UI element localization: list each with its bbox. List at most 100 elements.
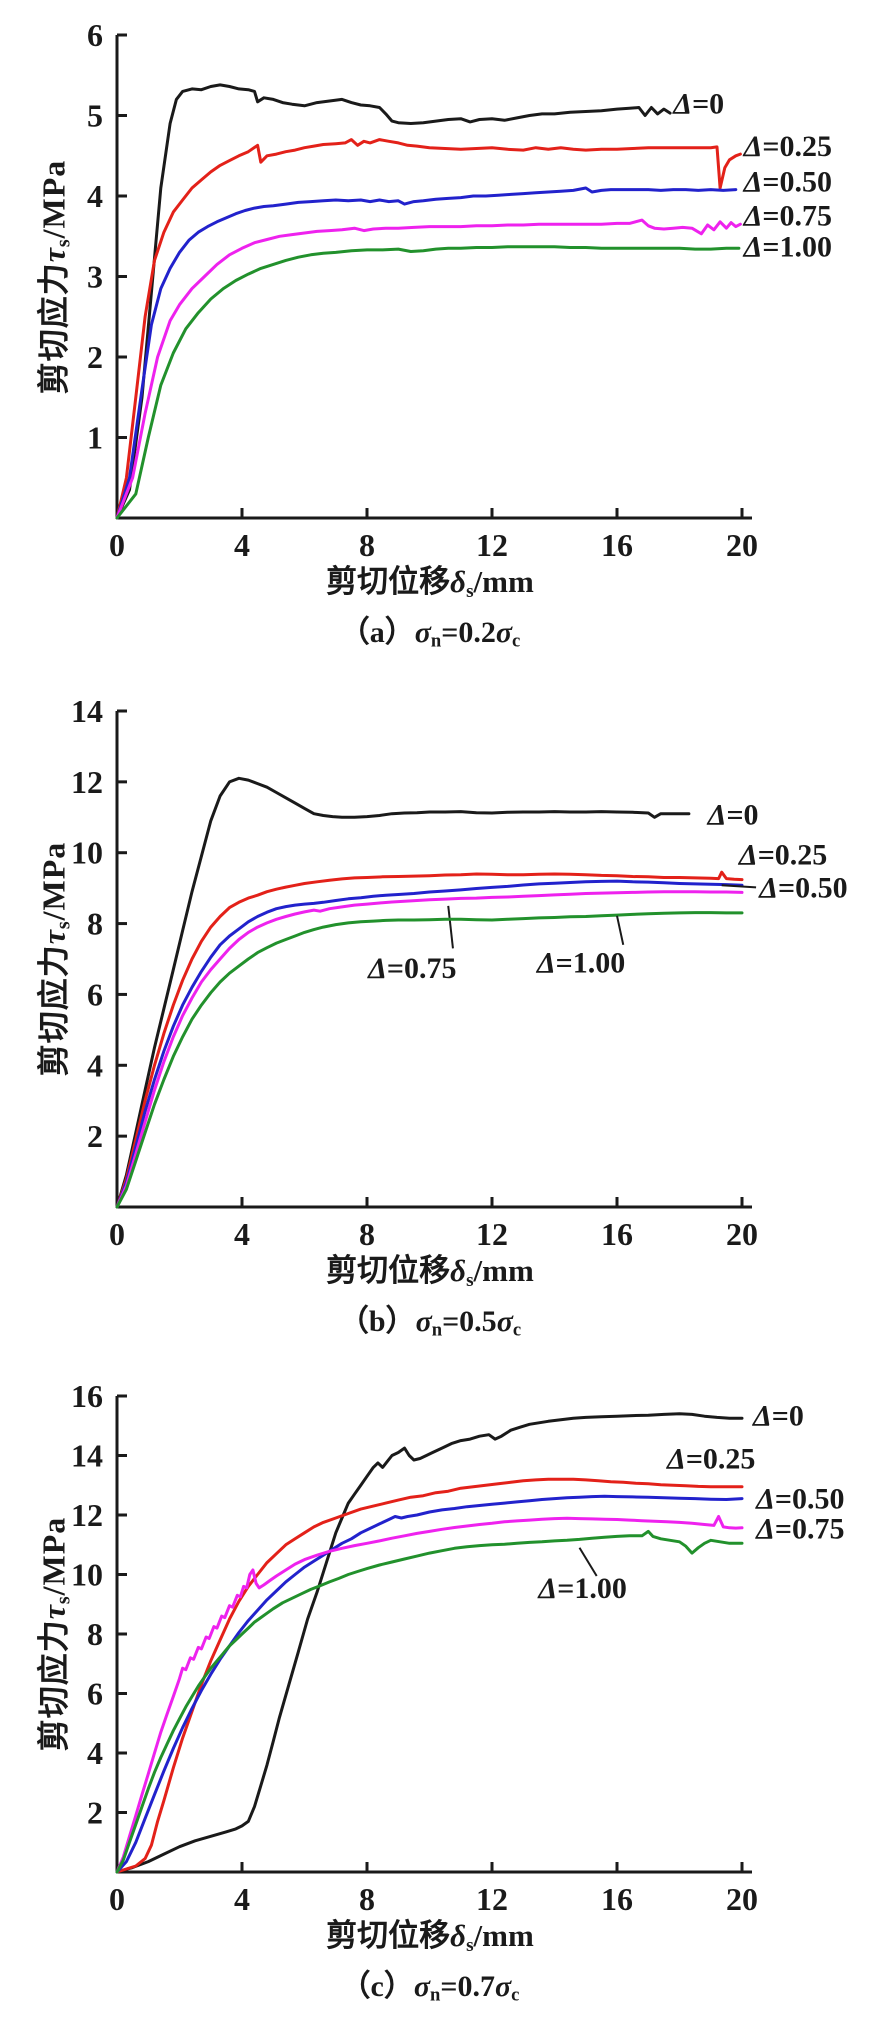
series-label-leader [447, 905, 454, 949]
series-line-025 [115, 870, 744, 1209]
x-tick-label: 16 [601, 1216, 633, 1252]
series-label: Δ=0.50 [758, 871, 847, 904]
series-label: Δ=1.00 [743, 231, 832, 264]
series-label-value: =0.50 [778, 871, 848, 904]
y-tick-label: 2 [87, 1795, 103, 1831]
y-tick-label: 1 [87, 420, 103, 456]
y-tick-label: 10 [71, 1557, 103, 1593]
delta-symbol: Δ [743, 166, 763, 199]
series-line-050 [115, 879, 744, 1209]
x-tick-label: 4 [234, 1881, 250, 1917]
series-label-value: =0.75 [387, 952, 457, 985]
series-label-value: =0.75 [762, 199, 832, 232]
delta-symbol: Δ [743, 231, 763, 264]
x-tick-label: 4 [234, 1216, 250, 1252]
series-label: Δ=0.75 [755, 1512, 844, 1545]
series-line-050 [115, 186, 738, 520]
series-line-100 [115, 245, 741, 520]
series-label-value: =0.25 [686, 1442, 756, 1475]
x-tick-label: 20 [726, 1881, 758, 1917]
y-tick-label: 8 [87, 906, 103, 942]
y-tick-label: 5 [87, 98, 103, 134]
delta-symbol: Δ [752, 1399, 772, 1432]
series-label-value: =0 [726, 798, 758, 831]
series-label-value: =1.00 [557, 1572, 627, 1605]
chart-c-plot-area: 2 4 6 8 10 12 14 16 0 4 8 12 16 20 Δ=0 Δ=0.25 Δ=0.50 Δ=0.… [0, 1354, 880, 1917]
series-label: Δ=0 [752, 1399, 804, 1432]
x-tick-label: 12 [476, 527, 508, 563]
series-label: Δ=0.75 [743, 199, 832, 232]
chart-b-x-axis-title: 剪切位移δs/mm [326, 1253, 534, 1291]
series-line-0 [115, 1412, 744, 1874]
series-label: Δ=0 [707, 798, 759, 831]
chart-a-caption: （a）σn=0.2σc [339, 615, 521, 652]
x-tick-label: 16 [601, 527, 633, 563]
y-tick-label: 14 [71, 1438, 103, 1474]
delta-symbol: Δ [537, 1572, 557, 1605]
series-line-050 [115, 1494, 744, 1874]
chart-b-plot-area: 2 4 6 8 10 12 14 0 4 8 12 16 20 Δ=0 Δ=0.25 Δ=0.50 Δ=0.75… [0, 664, 880, 1252]
y-tick-label: 4 [87, 178, 103, 214]
y-tick-label: 6 [87, 976, 103, 1012]
x-tick-label: 0 [109, 1216, 125, 1252]
delta-symbol: Δ [758, 871, 778, 904]
chart-c-block: 2 4 6 8 10 12 14 16 0 4 8 12 16 20 Δ=0 Δ=0.25 Δ=0.50 Δ=0.… [0, 1354, 880, 2034]
x-tick-label: 0 [109, 527, 125, 563]
chart-a-y-axis-title: 剪切应力τs/MPa [35, 159, 75, 394]
y-tick-label: 10 [71, 835, 103, 871]
series-label-value: =1.00 [762, 231, 832, 264]
x-tick-label: 4 [234, 527, 250, 563]
series-label-value: =0 [772, 1399, 804, 1432]
series-line-075 [115, 1515, 744, 1874]
x-tick-label: 12 [476, 1881, 508, 1917]
series-label: Δ=1.00 [536, 947, 625, 980]
chart-b-block: 2 4 6 8 10 12 14 0 4 8 12 16 20 Δ=0 Δ=0.25 Δ=0.50 Δ=0.75… [0, 664, 880, 1354]
delta-symbol: Δ [755, 1483, 775, 1516]
x-tick-label: 20 [726, 527, 758, 563]
y-tick-label: 6 [87, 17, 103, 53]
series-line-0 [115, 776, 691, 1209]
series-line-100 [115, 911, 744, 1209]
series-line-0 [115, 83, 672, 520]
delta-symbol: Δ [743, 199, 763, 232]
y-tick-label: 2 [87, 339, 103, 375]
series-line-075 [115, 218, 742, 520]
x-tick-label: 12 [476, 1216, 508, 1252]
delta-symbol: Δ [536, 947, 556, 980]
chart-c-caption: （c）σn=0.7σc [340, 1969, 520, 2006]
chart-a-x-axis-title: 剪切位移δs/mm [326, 564, 534, 602]
chart-c-y-axis-title: 剪切应力τs/MPa [35, 1516, 75, 1752]
series-label: Δ=0.25 [666, 1442, 755, 1475]
delta-symbol: Δ [755, 1512, 775, 1545]
delta-symbol: Δ [707, 798, 727, 831]
delta-symbol: Δ [743, 130, 763, 163]
series-label: Δ=0.50 [755, 1483, 844, 1516]
delta-symbol: Δ [666, 1442, 686, 1475]
delta-symbol: Δ [367, 952, 387, 985]
series-label-value: =0.50 [762, 166, 832, 199]
x-tick-label: 8 [359, 1216, 375, 1252]
series-label-leader [578, 1547, 598, 1577]
y-tick-label: 4 [87, 1047, 103, 1083]
x-tick-label: 8 [359, 527, 375, 563]
series-label-value: =1.00 [556, 947, 626, 980]
y-tick-label: 12 [71, 1497, 103, 1533]
series-line-025 [115, 138, 742, 520]
series-label: Δ=0 [672, 87, 724, 120]
delta-symbol: Δ [738, 838, 758, 871]
y-tick-label: 3 [87, 259, 103, 295]
series-label: Δ=1.00 [537, 1572, 626, 1605]
series-label-value: =0.25 [762, 130, 832, 163]
x-tick-label: 20 [726, 1216, 758, 1252]
series-line-075 [115, 890, 744, 1209]
chart-a-plot-area: 1 2 3 4 5 6 0 4 8 12 16 20 Δ=0 Δ=0.25 Δ=0.50 Δ=0.75 Δ=1.… [0, 0, 880, 563]
series-line-100 [115, 1529, 744, 1874]
series-label: Δ=0.50 [743, 166, 832, 199]
delta-symbol: Δ [672, 87, 692, 120]
y-tick-label: 6 [87, 1676, 103, 1712]
y-tick-label: 2 [87, 1118, 103, 1154]
y-tick-label: 8 [87, 1616, 103, 1652]
series-label-value: =0.50 [775, 1483, 845, 1516]
